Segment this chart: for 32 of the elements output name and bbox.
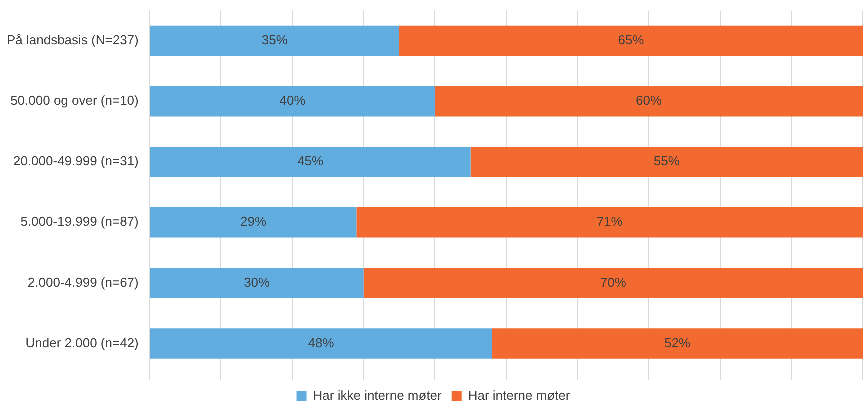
data-label: 65% (618, 32, 645, 48)
data-label: 35% (262, 32, 288, 48)
data-label: 48% (308, 335, 335, 350)
bar (150, 208, 357, 238)
bar (492, 328, 863, 359)
data-label: 71% (596, 214, 624, 230)
y-tick-label: 5.000-19.999 (n=87) (20, 214, 139, 230)
y-tick-label: 20.000-49.999 (n=31) (13, 154, 139, 169)
bar (470, 147, 863, 178)
y-tick-label: På landsbasis (N=237) (6, 32, 139, 48)
y-tick-label: 2.000-4.999 (n=67) (28, 274, 139, 290)
data-label: 29% (240, 214, 267, 230)
bar (364, 268, 863, 298)
data-label: 60% (636, 93, 663, 108)
data-label: 55% (654, 154, 680, 169)
y-tick-label: Under 2.000 (n=42) (26, 335, 139, 350)
legend-label: Har ikke interne møter (313, 388, 443, 404)
data-label: 45% (298, 154, 324, 169)
bar (150, 268, 364, 298)
legend-label: Har interne møter (468, 388, 571, 404)
bar (356, 208, 863, 238)
y-tick-label: 50.000 og over (n=10) (10, 93, 139, 108)
data-label: 70% (600, 274, 627, 290)
bar (150, 147, 471, 178)
bar (150, 328, 492, 359)
bar (435, 86, 863, 117)
data-label: 52% (664, 335, 692, 350)
bar (150, 86, 436, 117)
data-label: 30% (244, 274, 271, 290)
bar (150, 26, 400, 56)
bar (399, 26, 863, 56)
data-label: 40% (280, 93, 306, 108)
